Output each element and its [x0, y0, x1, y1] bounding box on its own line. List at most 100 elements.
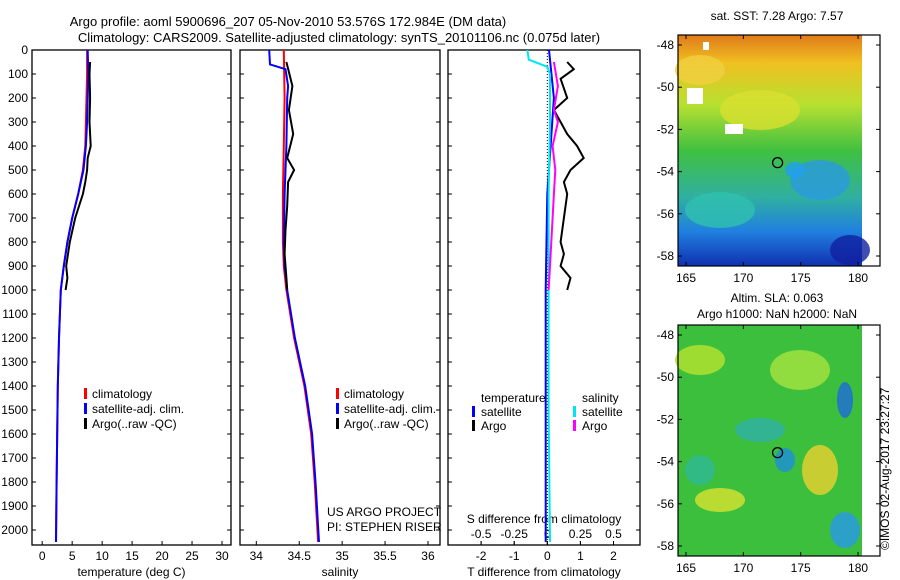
- plot-frame: [239, 49, 441, 546]
- project-annotation: US ARGO PROJECT: [327, 505, 442, 519]
- series-line-t-argo: [552, 61, 585, 291]
- y-tick-label: 1400: [1, 379, 28, 393]
- sst-patch: [830, 235, 870, 265]
- plot-frame: [31, 49, 232, 546]
- y-tick-label: 900: [8, 259, 28, 273]
- sla-patch: [770, 350, 830, 390]
- x-tick-label: 30: [215, 549, 229, 563]
- legend-label: Argo(..raw -QC): [344, 417, 429, 431]
- salinity-panel: 34 34.5 35 35.5 36 salinity climatologysatelli…: [239, 49, 442, 579]
- legend-swatch: [472, 420, 475, 431]
- lat-tick-label: -58: [657, 539, 675, 553]
- legend-swatch: [573, 406, 576, 417]
- lat-tick-label: -56: [657, 497, 675, 511]
- series-line-t-satellite: [544, 49, 555, 542]
- lon-tick-label: 170: [733, 561, 753, 575]
- argo-float-marker: [771, 447, 784, 459]
- legend-label: climatology: [92, 387, 152, 401]
- s-tick-label: -0.25: [501, 527, 529, 541]
- sla-patch: [675, 345, 725, 375]
- sla-map: Altim. SLA: 0.063 Argo h1000: NaN h2000: …: [657, 291, 881, 575]
- legend-label: satellite: [582, 405, 623, 419]
- lon-tick-label: 180: [848, 271, 868, 285]
- x-tick-label: 35: [335, 549, 349, 563]
- lat-tick-label: -48: [657, 38, 675, 52]
- x-tick-label: 20: [155, 549, 169, 563]
- sla-patch: [830, 512, 860, 548]
- s-axis-label: S difference from climatology: [467, 512, 622, 526]
- temperature-panel: 0100200300400500600700800900100011001200…: [1, 43, 232, 579]
- lat-tick-label: -52: [657, 412, 675, 426]
- x-tick-label: 0: [39, 549, 46, 563]
- x-tick-label: 2: [610, 549, 617, 563]
- legend-label: satellite: [481, 405, 522, 419]
- series-line-argo-raw-qc-: [283, 61, 296, 291]
- sla-patch: [695, 488, 745, 512]
- y-tick-label: 1600: [1, 427, 28, 441]
- sst-map: sat. SST: 7.28 Argo: 7.57 165 170 175 180 -48…: [657, 9, 881, 285]
- legend-swatch: [336, 403, 339, 414]
- x-tick-label: 35.5: [373, 549, 397, 563]
- y-tick-label: 1200: [1, 331, 28, 345]
- y-tick-label: 1300: [1, 355, 28, 369]
- x-axis-label: temperature (deg C): [77, 565, 185, 579]
- lat-tick-label: -56: [657, 207, 675, 221]
- lat-tick-label: -54: [657, 165, 675, 179]
- map-title: Argo h1000: NaN h2000: NaN: [697, 307, 857, 321]
- lat-tick-label: -58: [657, 249, 675, 263]
- sla-patch: [802, 445, 838, 495]
- project-annotation: PI: STEPHEN RISER: [327, 520, 442, 534]
- x-tick-label: -1: [509, 549, 520, 563]
- legend-label: climatology: [344, 387, 404, 401]
- y-tick-label: 1800: [1, 475, 28, 489]
- y-tick-label: 1900: [1, 499, 28, 513]
- sla-patch: [735, 418, 785, 442]
- lon-tick-label: 165: [676, 271, 696, 285]
- lat-tick-label: -50: [657, 370, 675, 384]
- legend-header: salinity: [582, 391, 619, 405]
- y-tick-label: 2000: [1, 523, 28, 537]
- legend-swatch: [84, 418, 87, 429]
- lon-tick-label: 165: [676, 561, 696, 575]
- x-tick-label: 5: [69, 549, 76, 563]
- y-tick-label: 0: [21, 43, 28, 57]
- series-line-satellite-adj-clim-: [55, 49, 90, 543]
- map-frame: [677, 324, 881, 557]
- x-axis-label: salinity: [322, 565, 359, 579]
- legend-swatch: [336, 418, 339, 429]
- legend-swatch: [573, 420, 576, 431]
- series-line-s-satellite: [526, 49, 551, 543]
- sst-patch: [685, 192, 755, 228]
- credit-text: ©IMOS 02-Aug-2017 23:27:27: [878, 387, 892, 550]
- x-tick-label: 1: [577, 549, 584, 563]
- sla-patch: [775, 448, 795, 472]
- s-tick-label: 0.5: [605, 527, 622, 541]
- legend-label: Argo: [481, 419, 507, 433]
- x-tick-label: 0: [544, 549, 551, 563]
- y-tick-label: 1100: [2, 307, 28, 321]
- y-tick-label: 1000: [1, 283, 28, 297]
- y-tick-label: 500: [8, 163, 28, 177]
- series-line-s-argo: [547, 61, 559, 291]
- x-tick-label: 34.5: [288, 549, 312, 563]
- y-tick-label: 700: [8, 211, 28, 225]
- y-tick-label: 400: [8, 139, 28, 153]
- x-axis-label: T difference from climatology: [467, 565, 621, 579]
- legend-label: Argo: [582, 419, 608, 433]
- legend-header: temperature: [481, 391, 546, 405]
- s-tick-label: 0.25: [569, 527, 593, 541]
- x-tick-label: 10: [95, 549, 109, 563]
- x-tick-label: 34: [250, 549, 264, 563]
- y-tick-label: 1700: [1, 451, 28, 465]
- land-mask: [725, 124, 743, 134]
- legend-label: Argo(..raw -QC): [92, 417, 177, 431]
- legend-swatch: [84, 388, 87, 399]
- y-tick-label: 1500: [1, 403, 28, 417]
- sla-patch: [837, 382, 853, 418]
- y-tick-label: 800: [8, 235, 28, 249]
- series-line-satellite-adj-clim-: [268, 49, 320, 543]
- s-tick-label: -0.5: [471, 527, 492, 541]
- sst-patch: [675, 55, 725, 85]
- lon-tick-label: 175: [791, 561, 811, 575]
